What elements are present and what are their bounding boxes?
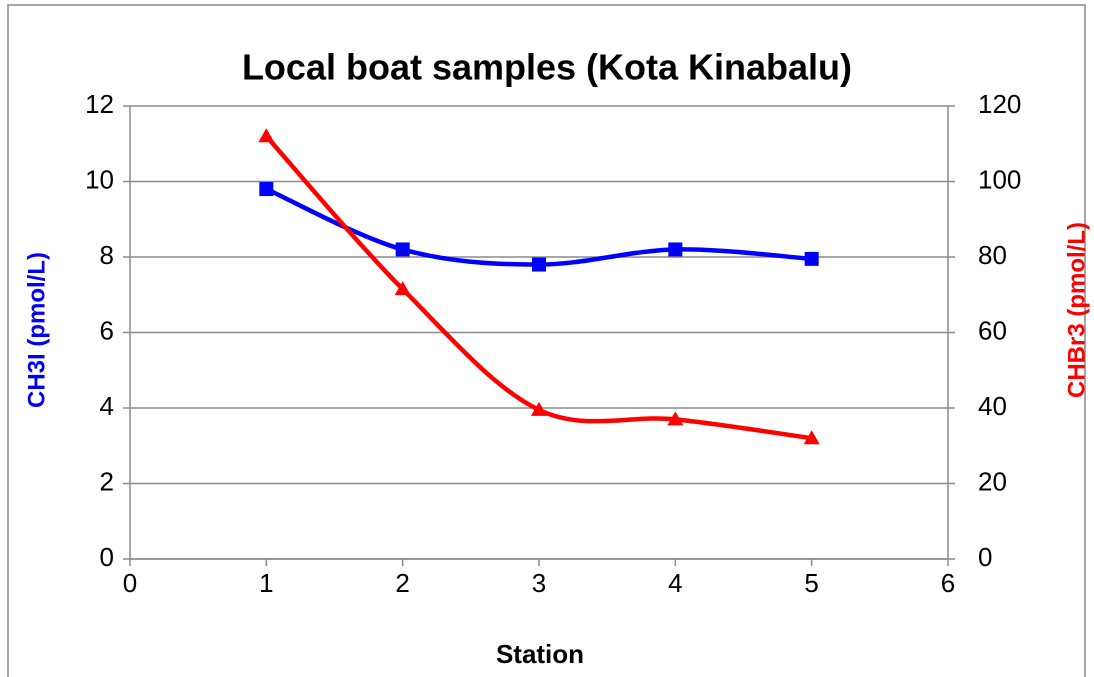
x-tick-label: 6 [941, 568, 955, 598]
x-tick-label: 1 [259, 568, 273, 598]
y2-axis-title: CHBr3 (pmol/L) [1063, 222, 1090, 398]
chart-border [7, 4, 1086, 677]
y-tick-label: 6 [100, 315, 114, 345]
marker [395, 242, 410, 257]
marker [259, 182, 274, 197]
x-tick-label: 0 [123, 568, 137, 598]
y-tick-label: 0 [100, 542, 114, 572]
x-tick-label: 5 [804, 568, 818, 598]
marker [804, 251, 819, 266]
x-tick-label: 3 [532, 568, 546, 598]
y2-tick-label: 80 [978, 240, 1007, 270]
y-tick-label: 8 [100, 240, 114, 270]
y-axis-title: CH3I (pmol/L) [23, 252, 50, 408]
y2-tick-label: 100 [978, 164, 1021, 194]
y-tick-label: 2 [100, 466, 114, 496]
y2-tick-label: 0 [978, 542, 992, 572]
y2-tick-label: 20 [978, 466, 1007, 496]
y2-tick-label: 40 [978, 391, 1007, 421]
chart-title: Local boat samples (Kota Kinabalu) [242, 47, 852, 88]
series-line [264, 134, 812, 441]
marker [667, 411, 684, 426]
y2-tick-label: 60 [978, 315, 1007, 345]
x-tick-label: 2 [395, 568, 409, 598]
x-axis-title: Station [496, 639, 584, 669]
x-tick-label: 4 [668, 568, 682, 598]
y-tick-label: 12 [85, 89, 114, 119]
marker [258, 128, 275, 143]
y-tick-label: 10 [85, 164, 114, 194]
marker [394, 281, 411, 296]
marker [531, 401, 547, 416]
marker [532, 257, 546, 272]
marker [668, 242, 683, 257]
marker [803, 430, 820, 445]
y2-tick-label: 120 [978, 89, 1021, 119]
y-tick-label: 4 [100, 391, 114, 421]
